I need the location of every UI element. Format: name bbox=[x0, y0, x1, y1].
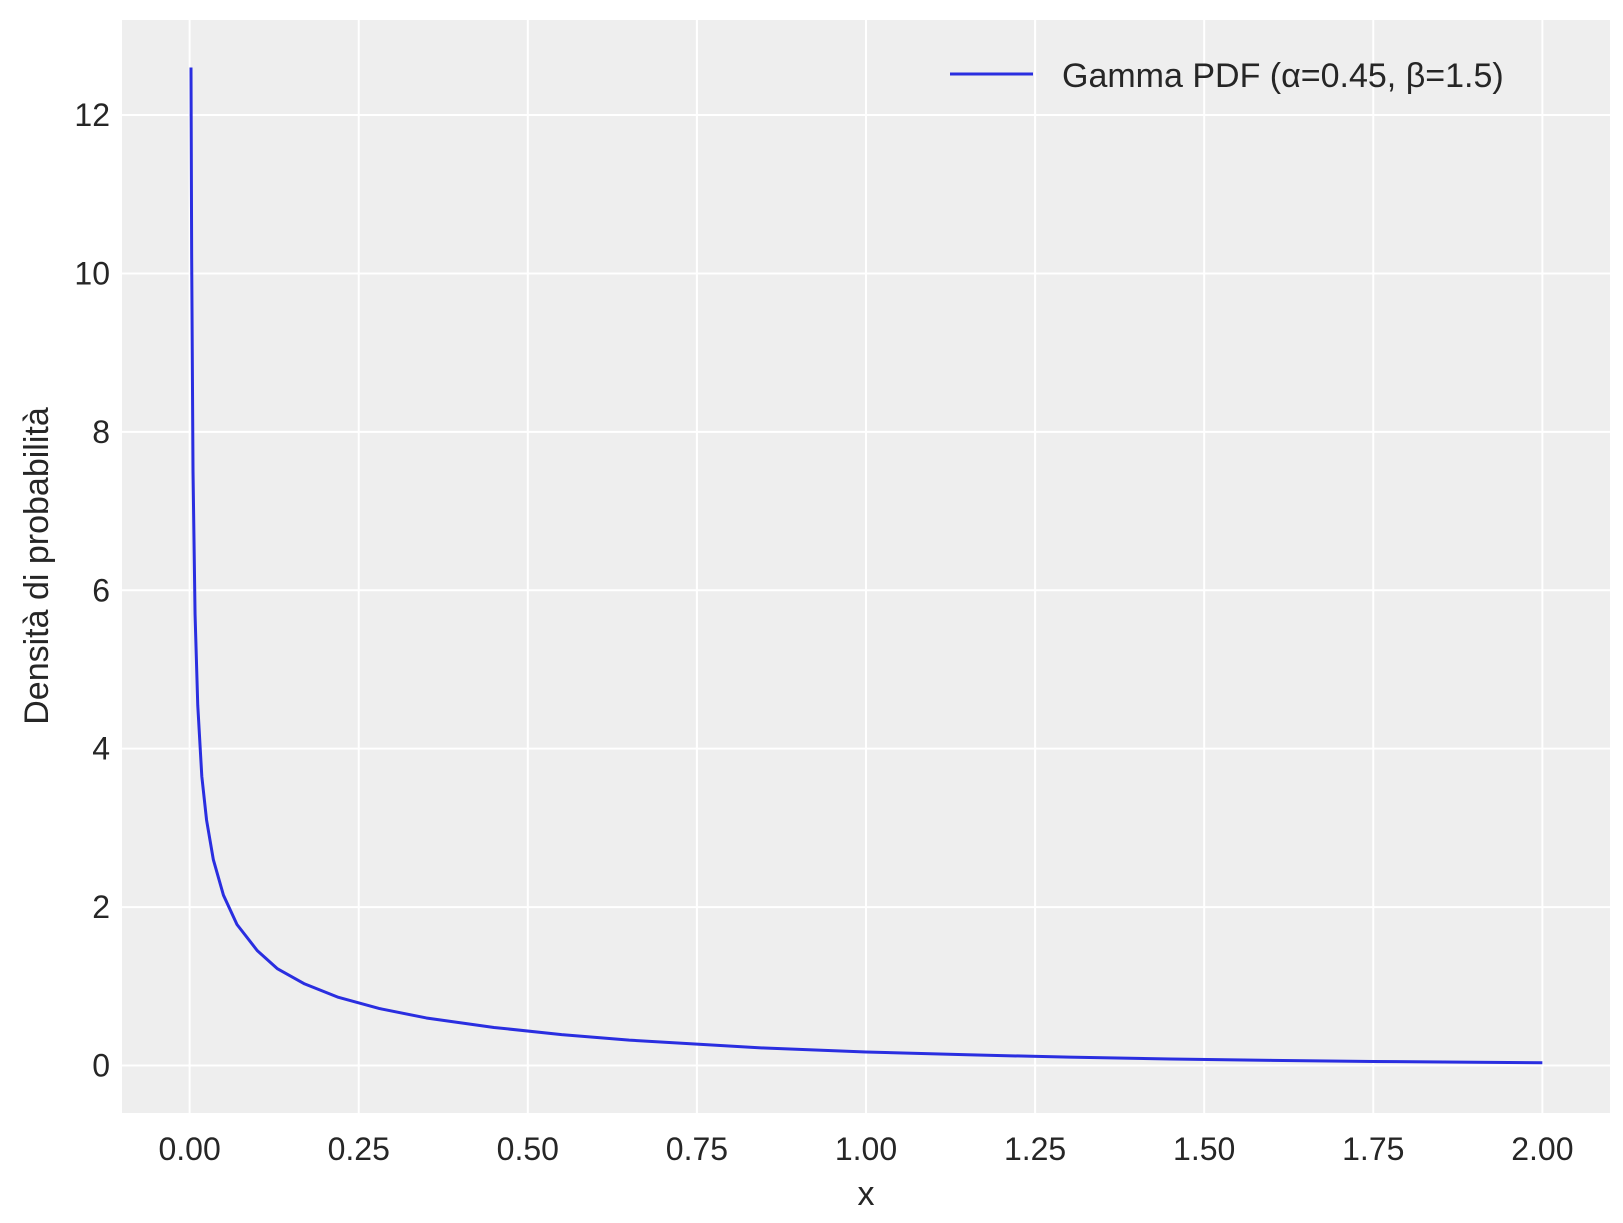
x-tick-label: 0.50 bbox=[497, 1131, 559, 1167]
x-tick-label: 1.00 bbox=[835, 1131, 897, 1167]
y-tick-label: 10 bbox=[74, 255, 110, 291]
y-axis-ticks: 0 2 4 6 8 10 12 bbox=[74, 97, 110, 1083]
x-tick-label: 1.50 bbox=[1173, 1131, 1235, 1167]
y-tick-label: 4 bbox=[92, 731, 110, 767]
legend: Gamma PDF (α=0.45, β=1.5) bbox=[950, 57, 1504, 95]
x-axis-ticks: 0.00 0.25 0.50 0.75 1.00 1.25 1.50 1.75 2.00 bbox=[158, 1131, 1573, 1167]
x-tick-label: 0.00 bbox=[158, 1131, 220, 1167]
y-tick-label: 0 bbox=[92, 1047, 110, 1083]
x-tick-label: 0.75 bbox=[666, 1131, 728, 1167]
grid bbox=[122, 20, 1610, 1113]
x-axis-title: x bbox=[858, 1175, 875, 1213]
x-tick-label: 2.00 bbox=[1511, 1131, 1573, 1167]
y-axis-title: Densità di probabilità bbox=[18, 407, 56, 725]
series-layer bbox=[189, 67, 1543, 1065]
y-tick-label: 2 bbox=[92, 889, 110, 925]
x-tick-label: 0.25 bbox=[328, 1131, 390, 1167]
series-line bbox=[189, 67, 1543, 1065]
x-tick-label: 1.25 bbox=[1004, 1131, 1066, 1167]
y-tick-label: 12 bbox=[74, 97, 110, 133]
y-tick-label: 6 bbox=[92, 572, 110, 608]
legend-label: Gamma PDF (α=0.45, β=1.5) bbox=[1062, 57, 1504, 95]
y-tick-label: 8 bbox=[92, 414, 110, 450]
x-tick-label: 1.75 bbox=[1342, 1131, 1404, 1167]
